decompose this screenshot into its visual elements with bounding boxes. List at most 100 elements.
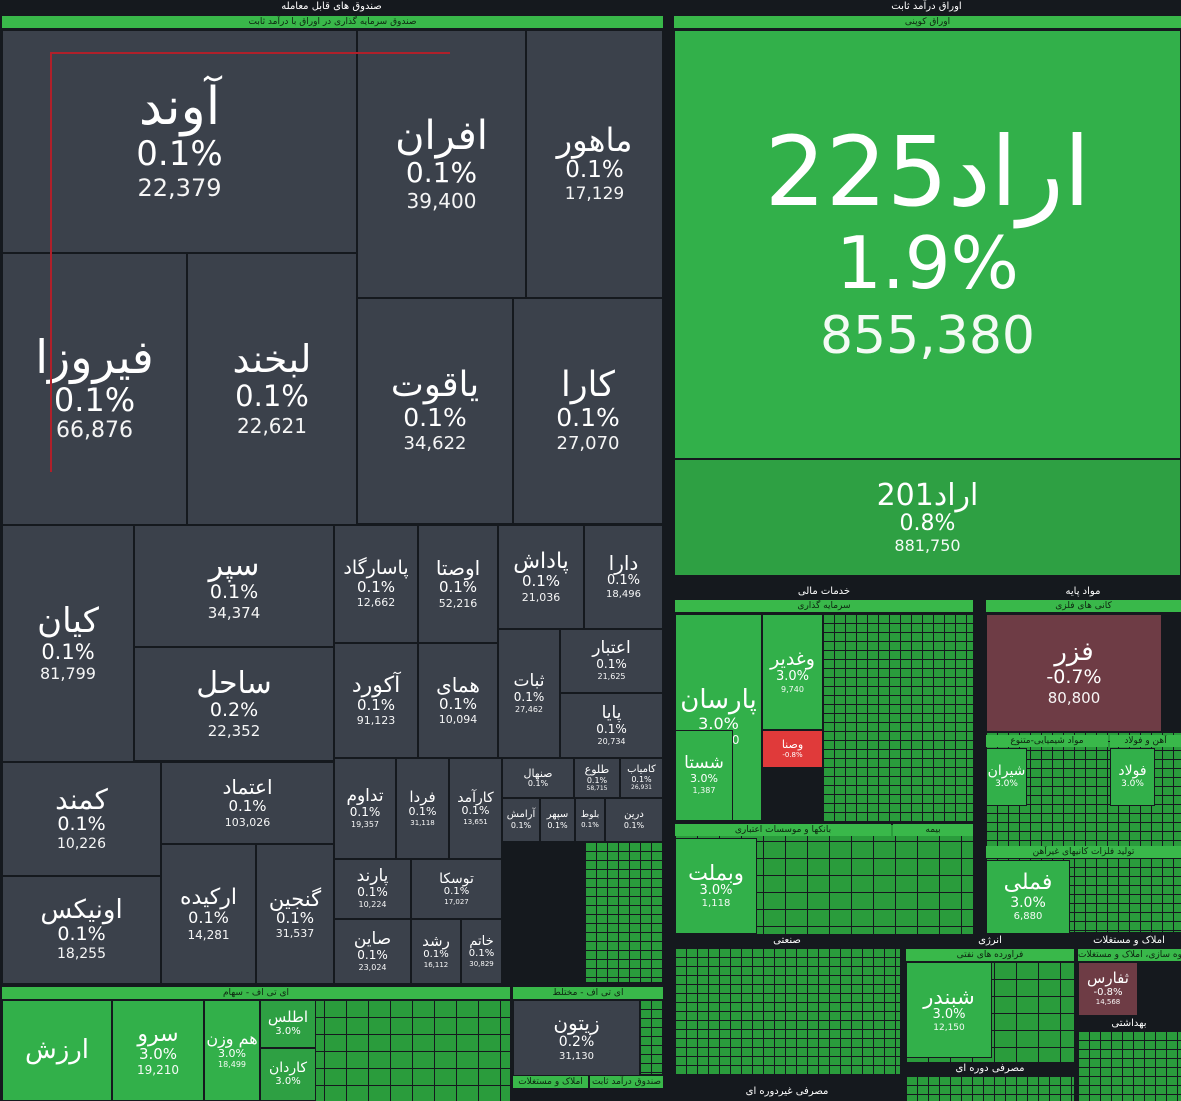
tile-volume: 18,496 [606,588,641,600]
tile-change: 3.0% [932,1007,966,1023]
banks-subtitle: بانکها و موسسات اعتباری [675,824,891,836]
metals-subtitle: کانی های فلزی [986,600,1181,612]
tile-volume: 27,462 [515,704,543,714]
tile-tooska[interactable]: توسکا 0.1% 17,027 [411,859,502,919]
tile-ousta[interactable]: اوصتا 0.1% 52,216 [418,525,498,643]
tile-volume: 881,750 [894,536,961,556]
tile-sarv[interactable]: سرو 3.0% 19,210 [112,1000,204,1101]
tile-symbol: همای [436,672,480,697]
tile-karamad[interactable]: کارآمد 0.1% 13,651 [449,758,502,859]
tile-kamand[interactable]: کمند 0.1% 10,226 [2,762,161,876]
tile-sabat[interactable]: ثبات 0.1% 27,462 [498,629,560,758]
tile-symbol: دارا [608,551,639,576]
tile-etebar[interactable]: اعتبار 0.1% 21,625 [560,629,663,693]
tile-labkhand[interactable]: لبخند 0.1% 22,621 [187,253,357,525]
industrial-small-tiles [675,948,900,1074]
tile-tadavom[interactable]: تداوم 0.1% 19,357 [334,758,396,859]
tile-change: 3.0% [275,1026,301,1038]
tile-symbol: اعتماد [222,775,273,800]
tile-kian[interactable]: کیان 0.1% 81,799 [2,525,134,762]
tile-change: 0.1% [403,403,467,433]
tile-volume: 22,621 [237,413,307,438]
tile-afran[interactable]: افران 0.1% 39,400 [357,30,526,298]
tile-volume: 52,216 [438,596,478,610]
tile-sonhal[interactable]: صنهال 0.1% [502,758,574,798]
tile-atlas[interactable]: اطلس 3.0% [260,1000,316,1048]
tile-paya[interactable]: پایا 0.1% 20,734 [560,693,663,758]
tile-fameli[interactable]: فملی 3.0% 6,880 [986,860,1070,934]
tile-symbol: ارکیده [180,885,237,911]
tile-symbol: پایا [601,702,622,723]
tile-change: 3.0% [995,779,1018,790]
tile-symbol: وبملت [688,860,744,885]
tile-kardan[interactable]: کاردان 3.0% [260,1048,316,1101]
tile-kara[interactable]: کارا 0.1% 27,070 [513,298,663,524]
tile-vabmellat[interactable]: وبملت 3.0% 1,118 [675,838,757,934]
fixed-income-fund-subtitle: صندوق درآمد ثابت [590,1076,663,1088]
tile-farda[interactable]: فردا 0.1% 31,118 [396,758,449,859]
tile-fezar[interactable]: فزر -0.7% 80,800 [986,614,1162,732]
tile-symbol: وصنا [781,738,804,752]
tile-etemad[interactable]: اعتماد 0.1% 103,026 [161,762,334,844]
tile-change: 0.1% [513,689,545,704]
fixed-income-funds-subtitle: صندوق سرمایه گذاری در اوراق با درآمد ثاب… [2,16,663,28]
tile-dara[interactable]: دارا 0.1% 18,496 [584,525,663,629]
tile-kamyab[interactable]: کامیاب 0.1% 26,931 [620,758,663,798]
tile-symbol: پارسان [680,685,757,716]
tile-arkide[interactable]: ارکیده 0.1% 14,281 [161,844,256,984]
tile-vaghadir[interactable]: وغدیر 3.0% 9,740 [762,614,823,730]
tile-firooza[interactable]: فیروزا 0.1% 66,876 [2,253,187,525]
tile-volume: 34,374 [207,603,261,622]
tile-volume: 18,255 [57,946,106,963]
tile-khatam[interactable]: خاتم 0.1% 30,829 [461,919,502,984]
tile-change: 0.1% [57,923,106,946]
fixed-income-small-tiles [585,842,663,982]
tile-volume: 22,352 [207,721,261,740]
tile-symbol: گنجین [268,886,322,911]
tile-fooolad[interactable]: فولاد 3.0% [1110,748,1155,806]
tile-parand[interactable]: پارند 0.1% 10,224 [334,859,411,919]
tile-avand[interactable]: آوند 0.1% 22,379 [2,30,357,253]
tile-symbol: اراد225 [764,115,1091,228]
tile-homay[interactable]: همای 0.1% 10,094 [418,643,498,758]
tile-shiran[interactable]: شیران 3.0% [986,748,1027,806]
tile-symbol: بلوط [580,810,600,821]
tile-akord[interactable]: آکورد 0.1% 91,123 [334,643,418,758]
tile-ganjin[interactable]: گنجین 0.1% 31,537 [256,844,334,984]
tile-tolou[interactable]: طلوع 0.1% 58,715 [574,758,620,798]
tile-volume: 30,829 [469,959,494,968]
tile-change: 0.2% [209,698,259,721]
tile-shasta[interactable]: شستا 3.0% 1,387 [675,730,733,821]
tile-vasna[interactable]: وصنا -0.8% [762,730,823,768]
tile-sahel[interactable]: ساحل 0.2% 22,352 [134,647,334,761]
tile-arzesh[interactable]: ارزش [2,1000,112,1101]
tile-volume: 66,876 [56,418,133,444]
tile-roshd[interactable]: رشد 0.1% 16,112 [411,919,461,984]
tile-bloot[interactable]: بلوط 0.1% [575,798,605,842]
tile-pasargad[interactable]: پاسارگاد 0.1% 12,662 [334,525,418,643]
tile-darin[interactable]: درین 0.1% [605,798,663,842]
tile-onix[interactable]: اونیکس 0.1% 18,255 [2,876,161,984]
tile-hamvazn[interactable]: هم وزن 3.0% 18,499 [204,1000,260,1101]
noncyclical-section-title: مصرفی غیردوره ای [674,1085,900,1099]
tile-change: 0.1% [438,694,478,713]
tile-separ[interactable]: سپر 0.1% 34,374 [134,525,334,647]
tile-volume: 1,387 [692,785,716,795]
tile-arad201[interactable]: اراد201 0.8% 881,750 [674,459,1181,576]
tile-change: 3.0% [1121,779,1144,790]
tile-change: 0.1% [547,820,568,830]
fixed-income-funds-title: صندوق های قابل معامله [0,0,663,14]
tile-zeitoon[interactable]: زیتون 0.2% 31,130 [513,1000,640,1076]
tile-aramesh[interactable]: آرامش 0.1% [502,798,540,842]
tile-arad225[interactable]: اراد225 1.9% 855,380 [674,30,1181,459]
tile-sefars[interactable]: ثفارس -0.8% 14,568 [1078,962,1138,1016]
tile-shebandar[interactable]: شبندر 3.0% 12,150 [906,962,992,1058]
tile-mahoor[interactable]: ماهور 0.1% 17,129 [526,30,663,298]
tile-volume: 23,024 [358,962,387,972]
tile-yaghoot[interactable]: یاقوت 0.1% 34,622 [357,298,513,524]
tile-sepehr[interactable]: سپهر 0.1% [540,798,575,842]
tile-padash[interactable]: پاداش 0.1% 21,036 [498,525,584,629]
tile-saeen[interactable]: صاین 0.1% 23,024 [334,919,411,984]
tile-change: 0.1% [596,657,627,672]
tile-volume: 26,931 [631,784,652,792]
